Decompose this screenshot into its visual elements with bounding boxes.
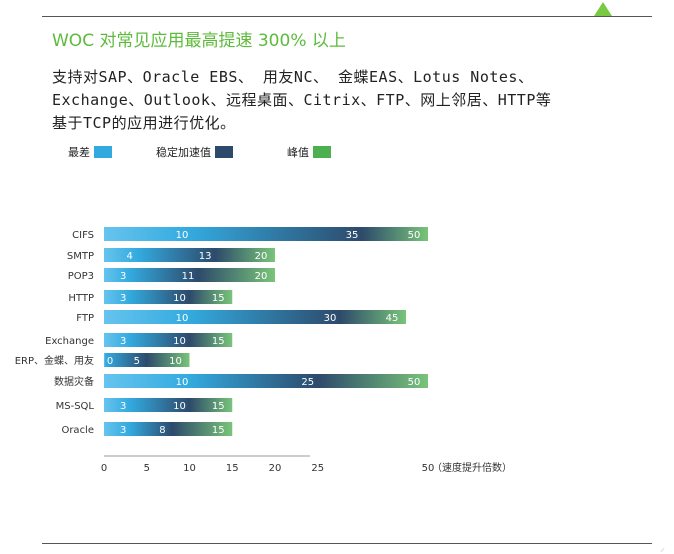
bar-4	[104, 310, 406, 324]
x-axis-title: （速度提升倍数）	[432, 461, 512, 474]
data-label: 11	[182, 271, 195, 282]
data-label: 50	[408, 377, 421, 388]
description-line-2: Exchange、Outlook、远程桌面、Citrix、FTP、网上邻居、HT…	[52, 91, 552, 109]
data-label: 4	[126, 251, 132, 262]
legend-swatch-worst	[94, 146, 112, 158]
category-label: FTP	[76, 313, 94, 324]
category-label: HTTP	[68, 293, 94, 304]
data-label: 3	[120, 336, 126, 347]
data-label: 3	[120, 401, 126, 412]
data-label: 10	[176, 230, 189, 241]
data-label: 13	[199, 251, 212, 262]
x-tick-label: 50	[422, 463, 435, 474]
data-label: 5	[134, 356, 140, 367]
description-paragraph: 支持对SAP、Oracle EBS、 用友NC、 金蝶EAS、Lotus Not…	[52, 66, 612, 135]
x-tick-label: 25	[311, 463, 324, 474]
legend-item-peak: 峰值	[287, 144, 331, 160]
bar-0	[104, 227, 428, 241]
legend-swatch-peak	[313, 146, 331, 158]
category-label: MS-SQL	[56, 401, 95, 412]
bar-6	[104, 353, 190, 367]
bar-9	[104, 422, 233, 436]
x-tick-label: 20	[269, 463, 282, 474]
category-label: Oracle	[61, 425, 94, 436]
bar-1	[104, 248, 275, 262]
x-tick-label: 10	[183, 463, 196, 474]
category-label: Exchange	[45, 336, 94, 347]
top-divider	[42, 16, 652, 17]
bar-3	[104, 290, 233, 304]
data-label: 10	[173, 293, 186, 304]
bottom-divider	[42, 543, 652, 544]
legend-label-peak: 峰值	[287, 146, 309, 159]
data-label: 0	[107, 356, 113, 367]
bar-7	[104, 374, 428, 388]
legend-item-worst: 最差	[68, 144, 112, 160]
data-label: 20	[255, 251, 268, 262]
legend-swatch-stable	[215, 146, 233, 158]
data-label: 10	[176, 313, 189, 324]
category-label: SMTP	[67, 251, 94, 262]
x-tick-label: 0	[101, 463, 107, 474]
data-label: 25	[301, 377, 314, 388]
description-line-3: 基于TCP的应用进行优化。	[52, 114, 236, 132]
data-label: 15	[212, 401, 225, 412]
data-label: 20	[255, 271, 268, 282]
data-label: 10	[169, 356, 182, 367]
data-label: 3	[120, 271, 126, 282]
data-label: 15	[212, 336, 225, 347]
category-label: CIFS	[72, 230, 94, 241]
data-label: 8	[159, 425, 165, 436]
description-line-1: 支持对SAP、Oracle EBS、 用友NC、 金蝶EAS、Lotus Not…	[52, 68, 534, 86]
data-label: 50	[408, 230, 421, 241]
data-label: 45	[386, 313, 399, 324]
legend-item-stable: 稳定加速值	[156, 144, 233, 160]
corner-mark-icon: ⸝	[660, 543, 665, 554]
data-label: 15	[212, 425, 225, 436]
data-label: 35	[346, 230, 359, 241]
category-label: ERP、金蝶、用友	[15, 354, 94, 367]
bar-8	[104, 398, 233, 412]
category-label: POP3	[68, 271, 94, 282]
data-label: 10	[176, 377, 189, 388]
data-label: 30	[324, 313, 337, 324]
data-label: 3	[120, 425, 126, 436]
legend-label-worst: 最差	[68, 146, 90, 159]
legend-label-stable: 稳定加速值	[156, 146, 211, 159]
data-label: 15	[212, 293, 225, 304]
page-title: WOC 对常见应用最高提速 300% 以上	[52, 31, 346, 51]
data-label: 3	[120, 293, 126, 304]
category-label: 数据灾备	[54, 375, 94, 388]
x-tick-label: 15	[226, 463, 239, 474]
data-label: 10	[173, 336, 186, 347]
x-tick-label: 5	[144, 463, 150, 474]
data-label: 10	[173, 401, 186, 412]
bar-2	[104, 268, 275, 282]
bar-5	[104, 333, 233, 347]
accent-triangle-icon	[594, 2, 612, 16]
